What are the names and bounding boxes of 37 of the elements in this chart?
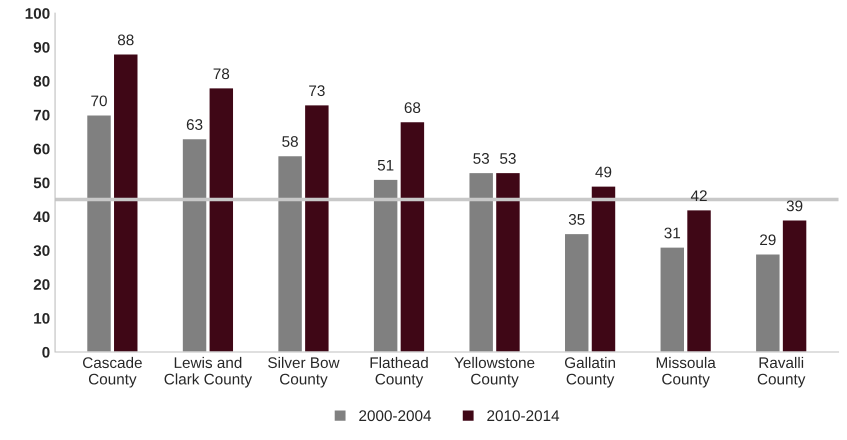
y-tick-label: 80 bbox=[34, 76, 50, 87]
y-tick-label: 30 bbox=[34, 245, 50, 256]
y-tick-label: 100 bbox=[26, 8, 50, 19]
y-tick-label: 20 bbox=[34, 279, 50, 290]
data-label: 53 bbox=[500, 153, 516, 164]
data-label: 29 bbox=[760, 234, 776, 246]
y-tick-label: 70 bbox=[34, 110, 50, 121]
x-tick-label: Gallatin County bbox=[564, 356, 616, 388]
data-label: 42 bbox=[690, 190, 707, 201]
data-label: 70 bbox=[91, 95, 107, 106]
data-label: 51 bbox=[378, 160, 394, 171]
x-tick-label: Yellowstone County bbox=[454, 356, 534, 388]
data-label: 31 bbox=[664, 228, 680, 238]
x-tick-label: Silver Bow County bbox=[268, 356, 340, 388]
data-label: 49 bbox=[595, 166, 612, 178]
x-tick-label: Cascade County bbox=[83, 356, 142, 388]
x-tick-label: Flathead County bbox=[370, 356, 428, 388]
data-label: 58 bbox=[282, 136, 298, 147]
data-label: 73 bbox=[309, 85, 325, 96]
y-tick-label: 50 bbox=[34, 177, 50, 188]
legend-label: 2010-2014 bbox=[487, 410, 560, 422]
data-label: 78 bbox=[214, 68, 230, 80]
data-label: 35 bbox=[568, 214, 585, 225]
x-tick-label: Missoula County bbox=[656, 356, 716, 388]
legend-label: 2000-2004 bbox=[359, 410, 432, 422]
y-tick-label: 0 bbox=[42, 346, 50, 358]
data-label: 68 bbox=[404, 102, 420, 114]
y-tick-label: 90 bbox=[34, 42, 50, 53]
y-tick-label: 60 bbox=[34, 144, 50, 154]
y-tick-label: 10 bbox=[34, 312, 50, 324]
data-label: 39 bbox=[786, 200, 802, 212]
x-tick-label: Lewis and Clark County bbox=[164, 356, 252, 388]
data-label: 53 bbox=[473, 153, 490, 164]
y-tick-label: 40 bbox=[33, 211, 50, 222]
data-label: 63 bbox=[186, 119, 202, 130]
x-tick-label: Ravalli County bbox=[758, 356, 806, 388]
data-label: 88 bbox=[118, 34, 134, 46]
